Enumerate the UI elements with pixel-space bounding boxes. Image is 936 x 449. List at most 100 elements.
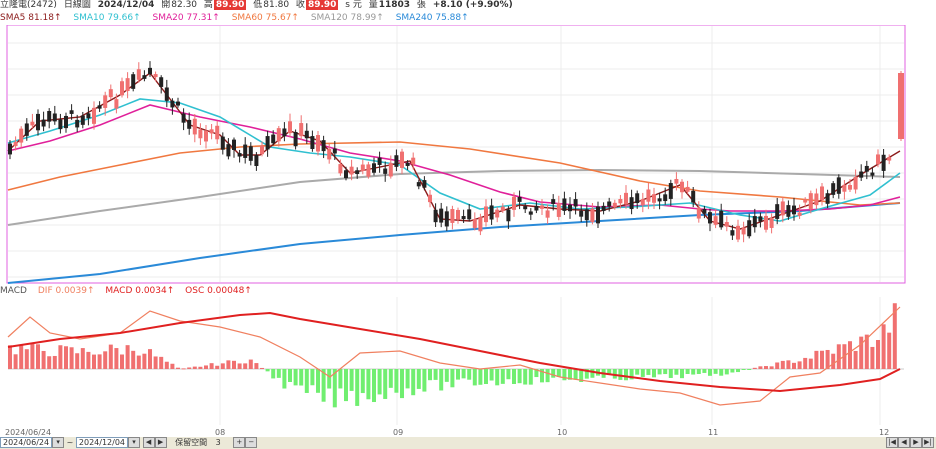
osc-bar (422, 369, 427, 392)
from-date-input[interactable]: 2024/06/24 (0, 437, 53, 448)
osc-bar (103, 351, 108, 369)
candle-body (181, 113, 186, 123)
candle-body (75, 119, 80, 128)
osc-bar (506, 369, 511, 380)
candle-body (24, 123, 29, 136)
osc-bar (243, 363, 248, 369)
osc-bar (512, 369, 516, 385)
candle-body (153, 74, 158, 78)
candle-body (394, 155, 399, 167)
osc-bar (41, 350, 46, 369)
osc-bar (131, 350, 136, 369)
candle-body (159, 77, 164, 87)
next-icon[interactable]: ▶ (154, 437, 167, 448)
osc-bar (108, 344, 113, 369)
candle-body (562, 198, 567, 211)
zoom-out-icon[interactable]: − (245, 437, 258, 448)
osc-bar (433, 369, 438, 380)
chevron-down-icon[interactable]: ▾ (52, 437, 65, 448)
keep-space-value[interactable]: 3 (215, 438, 221, 447)
osc-bar (629, 369, 634, 380)
to-date-input[interactable]: 2024/12/04 (75, 437, 129, 448)
osc-bar (276, 369, 281, 378)
candle-body (876, 154, 880, 165)
osc-bar (870, 346, 875, 369)
candle-body (388, 162, 393, 177)
scroll-left-icon[interactable]: ◀ (898, 437, 910, 448)
previous-icon[interactable]: ◀ (142, 437, 155, 448)
ma-legend-item: SMA5 81.18↑ (0, 13, 62, 23)
candle-body (853, 176, 858, 190)
macd-legend: MACD DIF 0.0039↑ MACD 0.0034↑ OSC 0.0004… (0, 286, 260, 297)
osc-bar (657, 369, 662, 375)
candle-body (551, 199, 556, 204)
osc-bar (360, 369, 365, 394)
chevron-down-icon[interactable]: ▾ (128, 437, 141, 448)
candle-body (478, 217, 483, 232)
candle-body (265, 136, 270, 150)
change-value: +8.10 (+9.90%) (432, 0, 513, 10)
osc-bar (187, 367, 192, 369)
osc-bar (125, 345, 130, 369)
osc-bar (30, 342, 35, 369)
candle-body (461, 216, 466, 220)
candle-body (142, 75, 147, 79)
sma120-line (7, 168, 901, 226)
candle-body (131, 74, 136, 89)
candle-body (125, 78, 130, 92)
macd-chart[interactable] (0, 297, 936, 427)
candle-body (310, 136, 315, 149)
osc-bar (170, 363, 175, 369)
candle-body (752, 216, 757, 228)
candle-body (881, 154, 886, 171)
candle-body (220, 136, 225, 150)
osc-bar (713, 369, 718, 374)
candle-body (450, 209, 455, 223)
x-axis-month-label: 11 (708, 428, 718, 437)
osc-bar (388, 369, 393, 388)
candle-body (204, 130, 208, 142)
candle-body (797, 212, 802, 216)
osc-bar (327, 369, 332, 389)
candle-body (416, 182, 421, 187)
candle-body (36, 113, 40, 131)
osc-bar (663, 369, 668, 375)
volume-unit: 張 (416, 0, 426, 10)
osc-bar (80, 348, 85, 369)
osc-bar (226, 360, 231, 369)
candle-body (769, 217, 774, 228)
osc-bar (338, 369, 343, 389)
open-value: 82.30 (171, 0, 198, 10)
osc-bar (562, 369, 567, 381)
candle-body (528, 211, 533, 215)
zoom-in-icon[interactable]: + (233, 437, 246, 448)
candle-body (327, 149, 332, 160)
period-label: 日線圖 (63, 0, 91, 10)
osc-bar (680, 369, 684, 379)
osc-bar (769, 366, 774, 369)
x-axis-month-label: 12 (879, 428, 889, 437)
scroll-last-icon[interactable]: ▶| (922, 437, 934, 448)
candle-body (792, 205, 796, 215)
osc-bar (344, 369, 348, 402)
candle-body (19, 128, 24, 143)
osc-bar (159, 356, 164, 369)
candle-body (198, 129, 203, 139)
osc-bar (528, 369, 533, 385)
candle-body (719, 210, 724, 228)
osc-bar (478, 369, 483, 385)
candle-body (842, 184, 847, 192)
scroll-right-icon[interactable]: ▶ (910, 437, 922, 448)
osc-bar (58, 345, 63, 369)
osc-bar (820, 350, 824, 369)
osc-bar (248, 359, 253, 369)
osc-bar (232, 360, 236, 369)
osc-bar (142, 353, 147, 369)
price-chart[interactable] (0, 25, 936, 286)
candle-body (898, 73, 904, 139)
candle-body (355, 170, 360, 174)
osc-bar (551, 369, 556, 378)
scroll-first-icon[interactable]: |◀ (886, 437, 898, 448)
osc-bar (489, 369, 494, 381)
osc-bar (8, 345, 12, 369)
